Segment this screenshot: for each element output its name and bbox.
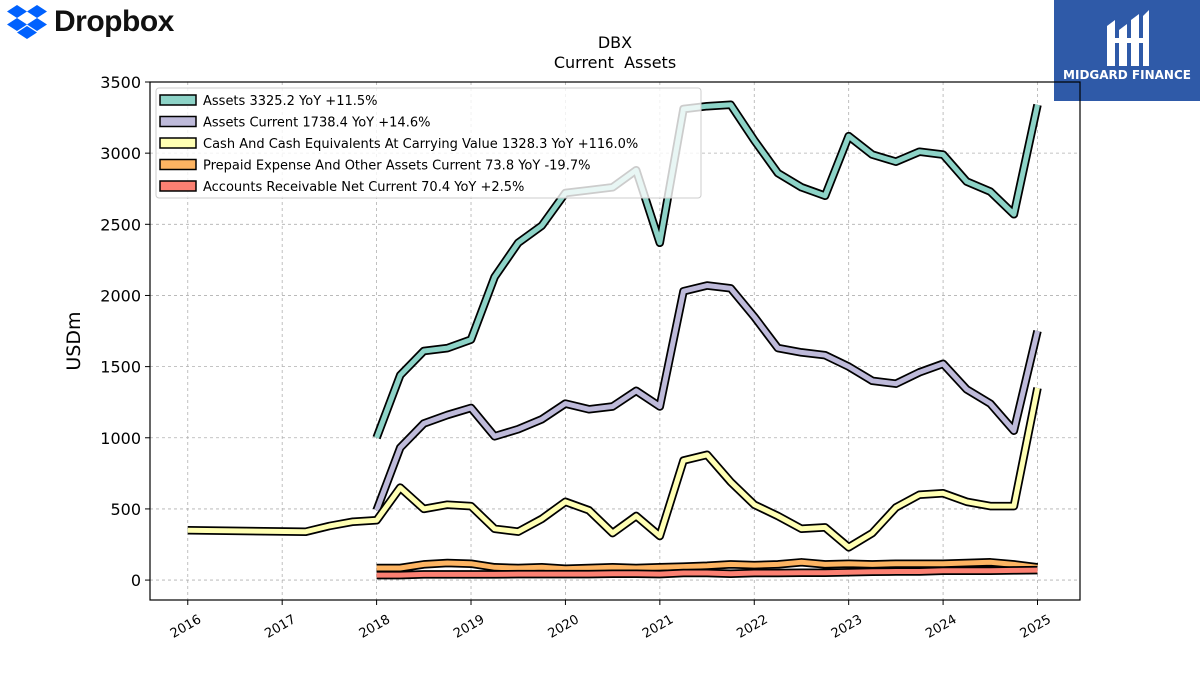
series-line [376, 559, 1038, 572]
y-tick-label: 500 [110, 500, 141, 519]
y-tick-label: 3000 [100, 144, 141, 163]
midgard-finance-badge: MIDGARD FINANCE [1054, 0, 1200, 101]
legend-label: Cash And Cash Equivalents At Carrying Va… [203, 137, 638, 152]
y-axis: 0 500 1000 1500 2000 2500 3000 3500 [100, 73, 150, 590]
legend-swatch [159, 115, 197, 128]
legend-label: Prepaid Expense And Other Assets Current… [203, 159, 590, 174]
chart-title: DBX [598, 33, 632, 52]
y-tick-label: 2000 [100, 286, 141, 305]
series-layer [187, 100, 1042, 580]
series-line [374, 283, 1040, 512]
y-tick-label: 2500 [100, 215, 141, 234]
dropbox-icon [7, 5, 47, 39]
series-line [376, 567, 1038, 578]
midgard-logo-icon [1107, 10, 1149, 66]
y-tick-label: 0 [131, 571, 141, 590]
x-axis: 2016 2017 2018 2019 2020 2021 2022 2023 2024 2025 [168, 600, 1054, 642]
series-0 [372, 100, 1042, 440]
x-tick-label: 2024 [923, 612, 959, 642]
brand-name: Dropbox [54, 5, 174, 38]
series-2 [187, 387, 1042, 552]
x-tick-label: 2023 [829, 612, 865, 642]
x-tick-label: 2022 [734, 612, 770, 642]
legend-label: Assets 3325.2 YoY +11.5% [203, 94, 378, 109]
x-tick-label: 2017 [262, 612, 298, 642]
series-line [187, 387, 1040, 550]
x-tick-label: 2021 [640, 612, 676, 642]
legend-label: Accounts Receivable Net Current 70.4 YoY… [203, 180, 524, 195]
legend: Assets 3325.2 YoY +11.5% Assets Current 1… [155, 87, 702, 199]
badge-name: MIDGARD FINANCE [1063, 68, 1191, 82]
legend-swatch [159, 94, 197, 106]
series-3 [376, 558, 1039, 573]
x-tick-label: 2018 [357, 612, 393, 642]
legend-box [155, 87, 702, 199]
x-tick-label: 2025 [1018, 612, 1054, 642]
series-line [374, 102, 1040, 439]
x-tick-label: 2020 [546, 612, 582, 642]
legend-swatch [159, 158, 197, 171]
y-tick-label: 1000 [100, 429, 141, 448]
plot-frame [149, 81, 1081, 601]
legend-swatch [159, 137, 197, 149]
x-tick-label: 2016 [168, 612, 204, 642]
y-tick-label: 3500 [100, 73, 141, 92]
series-line-outline [187, 387, 1042, 552]
series-4 [376, 565, 1038, 580]
legend-label: Assets Current 1738.4 YoY +14.6% [203, 116, 430, 131]
chart-subtitle: Current Assets [554, 53, 676, 72]
y-tick-label: 1500 [100, 358, 141, 377]
series-1 [372, 281, 1042, 512]
brand: Dropbox [6, 4, 174, 40]
legend-swatch [159, 180, 197, 192]
y-axis-label: USDm [63, 311, 85, 370]
x-tick-label: 2019 [451, 612, 487, 642]
